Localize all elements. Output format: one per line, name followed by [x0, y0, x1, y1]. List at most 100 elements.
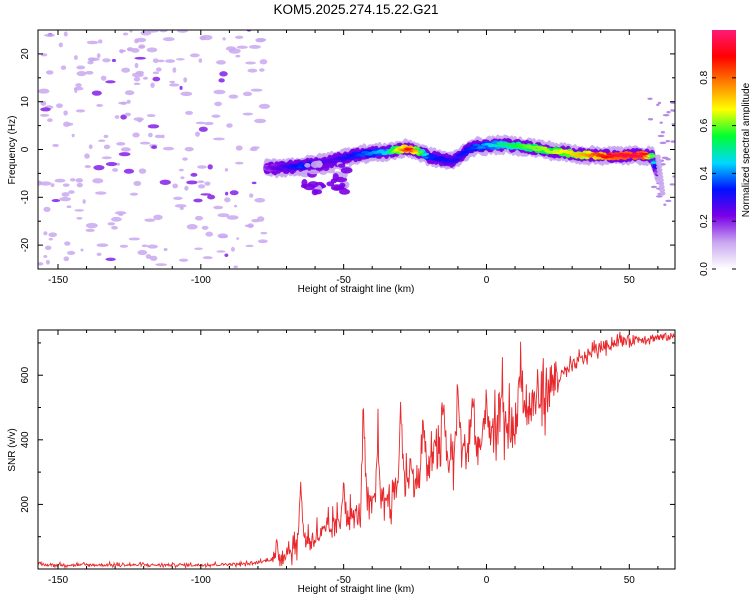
- noise-speck: [129, 30, 133, 33]
- noise-speck: [48, 232, 58, 238]
- ridge-tail: [655, 157, 662, 163]
- noise-speck: [179, 206, 184, 210]
- noise-speck: [213, 205, 224, 210]
- noise-speck: [235, 54, 241, 58]
- noise-speck: [92, 178, 104, 184]
- colorbar-tick-label: 0.4: [699, 166, 710, 180]
- noise-speck: [114, 115, 120, 119]
- noise-speck: [672, 175, 675, 178]
- noise-speck: [118, 152, 131, 157]
- noise-speck: [245, 61, 256, 65]
- noise-speck: [255, 38, 265, 43]
- noise-speck: [126, 99, 131, 104]
- noise-speck: [260, 231, 268, 235]
- noise-speck: [213, 89, 226, 95]
- ridge-peak: [273, 166, 281, 169]
- colorbar-scale: [712, 30, 736, 269]
- noise-speck: [150, 82, 155, 88]
- snr-frame: [37, 329, 676, 570]
- ridge-peak: [362, 150, 370, 154]
- noise-speck: [48, 238, 53, 241]
- noise-speck: [254, 118, 267, 124]
- noise-speck: [120, 114, 127, 120]
- snr-x-label: Height of straight line (km): [298, 584, 415, 595]
- ridge-peak: [474, 143, 481, 147]
- ridge-peak: [330, 160, 337, 164]
- noise-speck: [138, 168, 147, 174]
- noise-speck: [39, 113, 50, 117]
- noise-speck: [162, 146, 175, 151]
- snr-y-ticks: 200 400 600: [20, 342, 675, 538]
- ridge-blob: [315, 160, 323, 168]
- noise-speck: [59, 197, 72, 202]
- noise-speck: [186, 224, 198, 230]
- noise-speck: [137, 118, 142, 123]
- noise-speck: [45, 70, 54, 75]
- noise-speck: [249, 193, 254, 198]
- noise-speck: [51, 198, 61, 203]
- noise-speck: [662, 113, 670, 117]
- noise-speck: [118, 49, 127, 53]
- noise-speck: [666, 111, 671, 114]
- spectrogram-y-ticks: -20 -10 0 10 20: [20, 29, 675, 270]
- ridge-peak: [422, 152, 430, 156]
- noise-speck: [225, 191, 229, 196]
- noise-speck: [671, 123, 675, 126]
- noise-speck: [96, 103, 103, 107]
- noise-speck: [118, 212, 124, 216]
- noise-speck: [247, 68, 258, 73]
- ridge-blob: [311, 188, 319, 196]
- noise-speck: [66, 250, 76, 255]
- noise-speck: [135, 70, 145, 75]
- noise-speck: [234, 204, 238, 208]
- noise-speck: [233, 265, 239, 269]
- noise-speck: [245, 244, 254, 248]
- noise-speck: [105, 80, 116, 84]
- spectrogram-y-label: Frequency (Hz): [7, 116, 18, 185]
- noise-speck: [96, 53, 101, 59]
- ridge-peak: [520, 144, 527, 147]
- y-tick-label: 0: [20, 146, 31, 152]
- noise-speck: [132, 132, 140, 138]
- noise-speck: [219, 71, 228, 77]
- y-tick-label: -20: [20, 237, 31, 252]
- noise-speck: [647, 97, 653, 100]
- noise-speck: [133, 82, 141, 86]
- noise-speck: [200, 193, 212, 196]
- noise-speck: [207, 164, 213, 170]
- noise-speck: [228, 48, 241, 54]
- ridge-tail: [657, 177, 664, 183]
- noise-speck: [669, 183, 675, 186]
- noise-speck: [146, 47, 158, 53]
- noise-speck: [61, 192, 70, 197]
- x-tick-label: -100: [191, 575, 211, 586]
- noise-speck: [105, 257, 116, 262]
- ridge-blob: [304, 163, 311, 168]
- noise-speck: [184, 147, 194, 152]
- ridge-peak: [429, 154, 436, 158]
- noise-speck: [254, 197, 266, 203]
- ridge-tail: [658, 181, 665, 186]
- noise-speck: [52, 143, 59, 148]
- figure-title: KOM5.2025.274.15.22.G21: [273, 2, 438, 17]
- noise-speck: [212, 137, 225, 141]
- ridge-peak: [287, 166, 294, 170]
- colorbar-label: Normalized spectral amplitude: [741, 82, 750, 217]
- ridge-peak: [496, 141, 503, 145]
- noise-speck: [45, 259, 50, 265]
- noise-speck: [118, 101, 128, 105]
- noise-speck: [218, 78, 225, 83]
- noise-speck: [98, 39, 103, 44]
- noise-speck: [670, 109, 674, 112]
- noise-speck: [133, 180, 142, 187]
- colorbar-tick-label: 0.0: [699, 262, 710, 276]
- noise-speck: [96, 252, 102, 256]
- noise-speck: [134, 56, 147, 60]
- ridge-blob: [330, 184, 343, 191]
- ridge-blob: [307, 181, 319, 188]
- noise-speck: [205, 231, 214, 237]
- noise-speck: [242, 91, 253, 97]
- noise-speck: [40, 107, 51, 112]
- noise-speck: [119, 244, 129, 248]
- ridge-peak: [552, 149, 560, 152]
